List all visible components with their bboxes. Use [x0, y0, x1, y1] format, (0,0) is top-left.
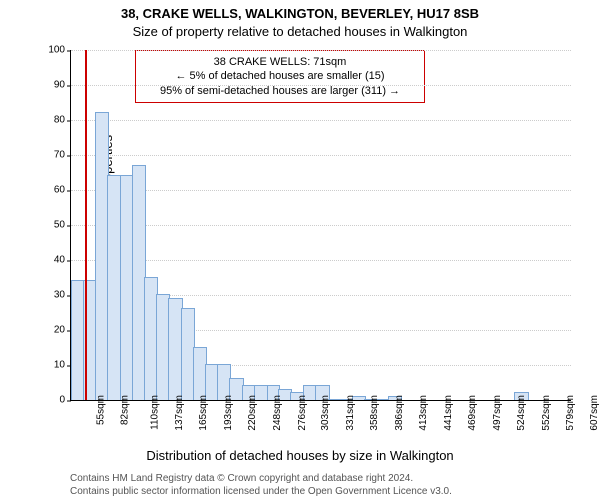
footer-line1: Contains HM Land Registry data © Crown c…	[70, 472, 452, 485]
x-tick-label: 413sqm	[418, 395, 429, 431]
footer-attribution: Contains HM Land Registry data © Crown c…	[70, 472, 452, 498]
x-tick-label: 220sqm	[247, 395, 258, 431]
gridline	[71, 190, 571, 191]
x-tick-label: 110sqm	[149, 395, 160, 430]
x-tick-label: 331sqm	[345, 395, 356, 431]
x-tick-label: 524sqm	[516, 395, 527, 431]
y-tick-label: 60	[54, 185, 65, 196]
page-title: 38, CRAKE WELLS, WALKINGTON, BEVERLEY, H…	[0, 6, 600, 21]
y-tick-label: 30	[54, 290, 65, 301]
chart-subtitle: Size of property relative to detached ho…	[0, 24, 600, 39]
y-tick-label: 100	[48, 45, 65, 56]
footer-line2: Contains public sector information licen…	[70, 485, 452, 498]
x-tick-label: 55sqm	[96, 395, 107, 425]
gridline	[71, 155, 571, 156]
x-tick-label: 276sqm	[297, 395, 308, 431]
x-tick-label: 469sqm	[467, 395, 478, 431]
x-tick-label: 165sqm	[198, 395, 209, 431]
y-tick-label: 0	[59, 395, 65, 406]
x-tick-label: 303sqm	[321, 395, 332, 431]
x-tick-label: 607sqm	[590, 395, 600, 431]
y-tick-label: 90	[54, 80, 65, 91]
x-axis-label: Distribution of detached houses by size …	[0, 448, 600, 463]
gridline	[71, 85, 571, 86]
x-tick-label: 248sqm	[272, 395, 283, 431]
y-tick-label: 40	[54, 255, 65, 266]
gridline	[71, 225, 571, 226]
y-tick-label: 20	[54, 325, 65, 336]
x-tick-label: 441sqm	[443, 395, 454, 431]
gridline	[71, 120, 571, 121]
x-tick-label: 137sqm	[174, 395, 185, 431]
y-tick-label: 10	[54, 360, 65, 371]
property-marker-line	[85, 50, 87, 400]
chart-container: { "title": "38, CRAKE WELLS, WALKINGTON,…	[0, 0, 600, 500]
x-tick-label: 552sqm	[541, 395, 552, 431]
x-tick-label: 386sqm	[394, 395, 405, 431]
x-tick-label: 193sqm	[223, 395, 234, 431]
gridline	[71, 260, 571, 261]
y-tick-label: 70	[54, 150, 65, 161]
x-tick-label: 579sqm	[565, 395, 576, 431]
y-tick-label: 80	[54, 115, 65, 126]
y-tick-label: 50	[54, 220, 65, 231]
x-tick-label: 82sqm	[119, 395, 130, 425]
gridline	[71, 50, 571, 51]
x-tick-label: 497sqm	[492, 395, 503, 431]
x-tick-label: 358sqm	[369, 395, 380, 431]
plot-area: 010203040506070809010055sqm82sqm110sqm13…	[70, 50, 571, 401]
